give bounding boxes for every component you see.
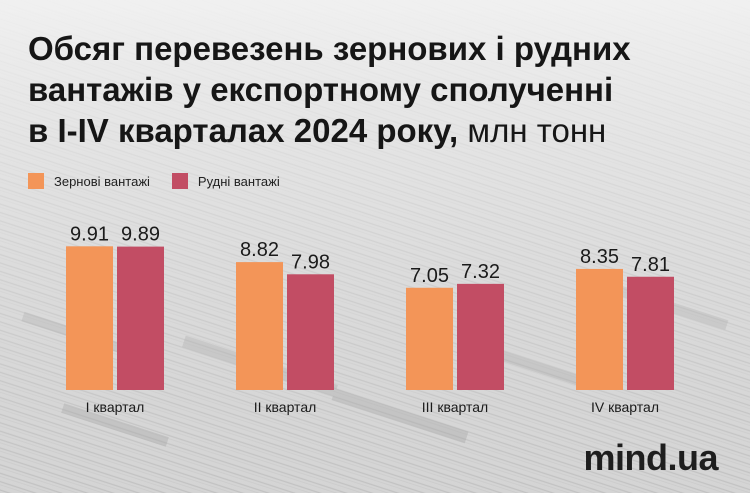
legend-label-ore: Рудні вантажі	[197, 173, 280, 189]
bar-grain-q2	[236, 262, 283, 390]
title-line-3: в I-IV кварталах 2024 року,	[28, 112, 459, 149]
category-label-q2: II квартал	[254, 399, 317, 415]
bar-ore-q2	[287, 274, 334, 390]
bar-ore-q1	[117, 246, 164, 390]
brand-logo-text: mind.ua	[583, 437, 718, 478]
legend-item-grain: Зернові вантажі	[28, 173, 150, 189]
category-label-q4: IV квартал	[591, 399, 659, 415]
legend-label-grain: Зернові вантажі	[54, 173, 150, 189]
chart-legend: Зернові вантажі Рудні вантажі	[28, 171, 280, 191]
data-label-ore-q4: 7.81	[631, 254, 670, 276]
bar-grain-q3	[406, 287, 453, 390]
data-label-grain-q3: 7.05	[410, 265, 449, 287]
category-label-q3: III квартал	[422, 399, 488, 415]
legend-swatch-grain	[28, 173, 44, 189]
bar-grain-q4	[576, 268, 623, 390]
data-label-grain-q2: 8.82	[240, 239, 279, 261]
bar-ore-q3	[457, 283, 504, 390]
data-label-ore-q3: 7.32	[461, 261, 500, 283]
bar-ore-q4	[627, 276, 674, 390]
title-line-1: Обсяг перевезень зернових і рудних	[28, 30, 631, 67]
data-label-ore-q2: 7.98	[291, 251, 330, 273]
title-line-2: вантажів у експортному сполученні	[28, 71, 614, 108]
category-label-q1: I квартал	[86, 399, 145, 415]
data-label-grain-q4: 8.35	[580, 246, 619, 268]
title-unit: млн тонн	[467, 112, 607, 149]
data-label-ore-q1: 9.89	[121, 224, 160, 246]
chart-title: Обсяг перевезень зернових і рудних ванта…	[28, 28, 728, 151]
bar-grain-q1	[66, 246, 113, 390]
legend-swatch-ore	[171, 173, 188, 189]
legend-item-ore: Рудні вантажі	[171, 173, 280, 189]
data-label-grain-q1: 9.91	[70, 223, 109, 245]
